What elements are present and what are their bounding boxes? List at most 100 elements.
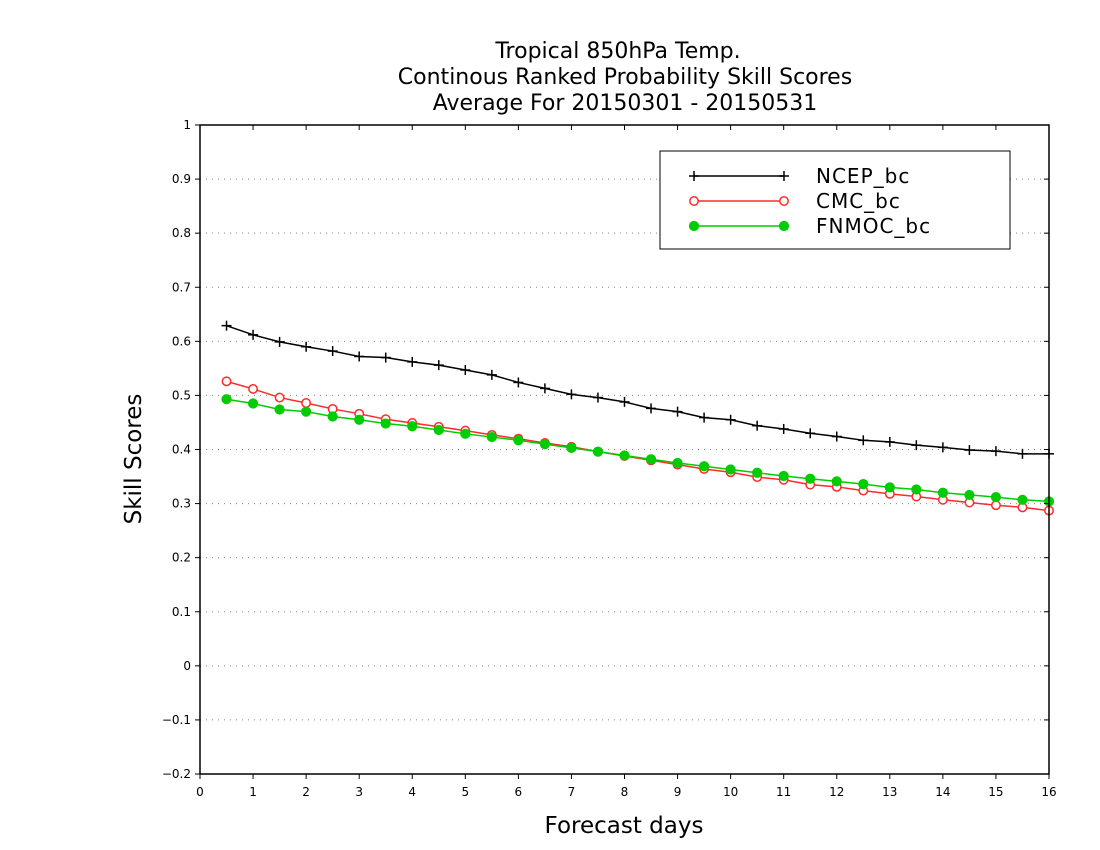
legend-label-fnmoc-bc: FNMOC_bc [816,214,931,238]
y-axis-title: Skill Scores [121,394,147,525]
data-point-ncep-bc [778,423,789,434]
data-point-fnmoc-bc [937,487,948,498]
y-tick-label: 0.8 [172,226,191,240]
y-tick-label: −0.2 [162,767,191,781]
x-tick-label: 10 [723,785,738,799]
x-axis-ticks: 0 1 2 3 4 5 6 7 8 9 10 11 12 13 14 15 16 [196,125,1057,799]
legend-item-fnmoc-bc: FNMOC_bc [688,214,931,238]
x-tick-label: 2 [302,785,310,799]
y-tick-label: 0.7 [172,280,191,294]
data-point-ncep-bc [672,406,683,417]
x-tick-label: 6 [515,785,523,799]
data-point-fnmoc-bc [964,489,975,501]
data-point-fnmoc-bc [1017,494,1028,505]
data-point-fnmoc-bc [725,464,736,475]
data-point-fnmoc-bc [460,428,471,439]
data-point-ncep-bc [274,336,285,347]
data-point-ncep-bc [858,435,869,446]
x-tick-label: 12 [829,785,844,799]
data-point-fnmoc-bc [566,442,577,453]
y-tick-label: 0.3 [172,497,191,511]
data-point-fnmoc-bc [513,435,524,446]
data-point-ncep-bc [592,392,603,403]
data-point-fnmoc-bc [274,404,285,415]
data-point-cmc-bc [221,376,232,387]
x-tick-label: 9 [674,785,682,799]
data-point-ncep-bc [221,320,232,331]
data-point-ncep-bc [964,445,975,456]
legend-label-cmc-bc: CMC_bc [816,189,901,213]
data-point-fnmoc-bc [380,418,391,429]
y-axis-ticks: −0.2 −0.1 0 0.1 0.2 0.3 0.4 0.5 0.6 0.7 0.8 0.9 1 [162,118,1049,781]
legend-marker-end [779,171,789,181]
x-tick-label: 4 [408,785,416,799]
y-tick-label: −0.1 [162,713,191,727]
data-point-fnmoc-bc [752,467,763,478]
data-point-ncep-bc [1017,448,1028,459]
data-point-fnmoc-bc [619,450,630,461]
data-point-fnmoc-bc [301,406,312,417]
x-tick-label: 0 [196,785,204,799]
data-point-ncep-bc [301,341,312,352]
data-point-fnmoc-bc [221,394,232,405]
data-point-fnmoc-bc [805,473,816,484]
data-point-ncep-bc [539,383,550,394]
data-point-ncep-bc [248,329,259,340]
x-tick-label: 1 [249,785,257,799]
title-line-3: Average For 20150301 - 20150531 [433,91,818,116]
x-tick-label: 3 [355,785,363,799]
x-tick-label: 15 [988,785,1003,799]
x-tick-label: 16 [1041,785,1056,799]
y-tick-label: 0.4 [172,443,191,457]
data-point-fnmoc-bc [778,470,789,482]
data-point-ncep-bc [433,360,444,371]
data-point-ncep-bc [937,442,948,453]
data-point-fnmoc-bc [433,424,444,436]
data-point-ncep-bc [699,412,710,423]
data-point-ncep-bc [407,356,418,367]
y-tick-label: 0.2 [172,551,191,565]
data-point-fnmoc-bc [884,482,895,493]
data-point-fnmoc-bc [486,431,497,443]
x-tick-label: 13 [882,785,897,799]
data-point-fnmoc-bc [831,476,842,487]
data-point-ncep-bc [831,431,842,442]
series-line-ncep-bc [226,324,1049,455]
data-point-fnmoc-bc [645,454,657,465]
legend-item-ncep-bc: NCEP_bc [689,164,910,188]
legend-label-ncep-bc: NCEP_bc [816,164,910,188]
x-axis-title: Forecast days [545,813,704,839]
legend-box [659,150,1011,250]
legend-marker-start [688,220,700,232]
x-tick-label: 14 [935,785,950,799]
data-point-ncep-bc [619,396,630,407]
data-point-fnmoc-bc [327,411,338,422]
data-point-ncep-bc [566,389,577,400]
legend-item-cmc-bc: CMC_bc [689,189,901,213]
data-point-ncep-bc [805,428,816,439]
legend-marker-start [689,171,699,181]
data-point-ncep-bc [884,436,895,447]
data-point-fnmoc-bc [354,414,365,425]
y-tick-label: 0.1 [172,605,191,619]
y-tick-label: 0.9 [172,172,191,186]
data-point-ncep-bc [513,377,524,388]
series-line-fnmoc-bc [226,398,1050,503]
data-point-cmc-bc [248,383,259,394]
data-point-fnmoc-bc [247,398,259,409]
y-tick-label: 0 [183,659,191,673]
series-ncep-bc [221,320,1054,459]
x-tick-label: 8 [621,785,629,799]
data-point-fnmoc-bc [990,491,1002,503]
data-point-ncep-bc [752,420,763,431]
data-point-fnmoc-bc [592,446,604,457]
data-point-fnmoc-bc [858,479,869,490]
legend-marker-start [689,196,699,206]
series-fnmoc-bc [221,394,1055,507]
data-point-ncep-bc [460,364,471,375]
data-point-ncep-bc [486,369,497,380]
data-point-cmc-bc [990,500,1001,511]
data-point-ncep-bc [327,346,338,357]
